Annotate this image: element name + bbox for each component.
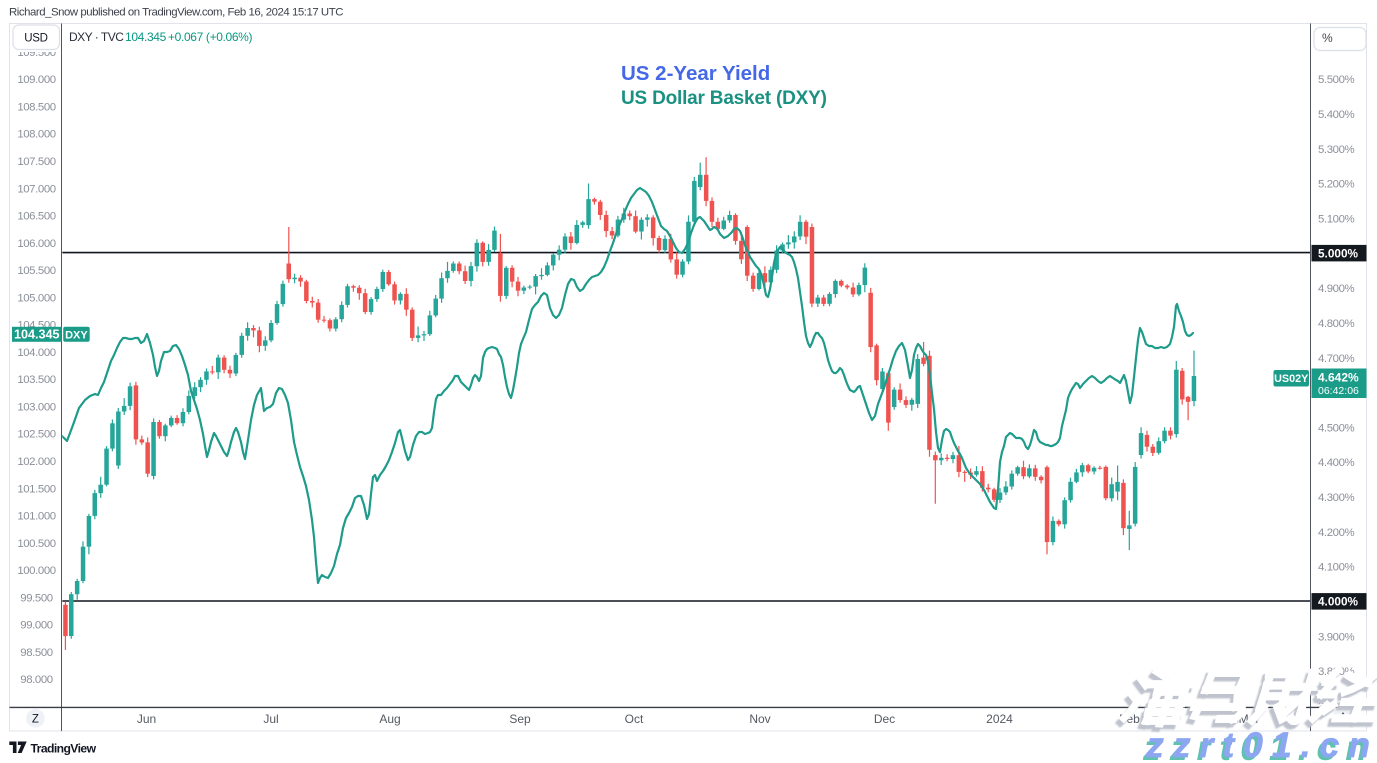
svg-text:US 2-Year Yield: US 2-Year Yield [621, 62, 770, 85]
svg-text:103.000: 103.000 [17, 402, 55, 414]
svg-text:3.900%: 3.900% [1318, 631, 1355, 643]
svg-text:109.000: 109.000 [17, 74, 55, 86]
svg-text:5.000%: 5.000% [1318, 246, 1359, 260]
svg-text:DXY: DXY [65, 329, 88, 341]
svg-text:105.000: 105.000 [17, 292, 55, 304]
svg-text:5.500%: 5.500% [1318, 74, 1355, 86]
svg-text:100.000: 100.000 [17, 565, 55, 577]
svg-text:103.500: 103.500 [17, 374, 55, 386]
svg-text:2024: 2024 [986, 712, 1013, 726]
svg-text:5.300%: 5.300% [1318, 144, 1355, 156]
svg-text:Jul: Jul [263, 712, 278, 726]
svg-text:4.000%: 4.000% [1318, 595, 1359, 609]
svg-text:Richard_Snow published on Trad: Richard_Snow published on TradingView.co… [9, 7, 343, 19]
svg-text:99.000: 99.000 [20, 620, 53, 632]
svg-text:98.500: 98.500 [20, 647, 53, 659]
svg-text:Jun: Jun [137, 712, 156, 726]
svg-text:107.500: 107.500 [17, 156, 55, 168]
svg-text:US02Y: US02Y [1274, 373, 1309, 385]
svg-text:104.000: 104.000 [17, 347, 55, 359]
svg-text:Dec: Dec [874, 712, 895, 726]
svg-text:4.700%: 4.700% [1318, 353, 1355, 365]
svg-text:zzrt01.cn: zzrt01.cn [1145, 725, 1377, 763]
svg-text:4.500%: 4.500% [1318, 422, 1355, 434]
svg-text:104.345: 104.345 [125, 30, 167, 44]
svg-text:100.500: 100.500 [17, 538, 55, 550]
svg-text:Aug: Aug [379, 712, 400, 726]
svg-text:Oct: Oct [625, 712, 644, 726]
svg-text:TradingView: TradingView [31, 742, 97, 756]
svg-text:98.000: 98.000 [20, 674, 53, 686]
svg-text:4.300%: 4.300% [1318, 492, 1355, 504]
svg-text:4.642%: 4.642% [1318, 371, 1359, 385]
svg-text:+0.067 (+0.06%): +0.067 (+0.06%) [168, 30, 253, 44]
svg-text:USD: USD [24, 33, 47, 45]
svg-text:4.400%: 4.400% [1318, 457, 1355, 469]
svg-text:4.900%: 4.900% [1318, 283, 1355, 295]
svg-text:06:42:06: 06:42:06 [1318, 385, 1359, 397]
svg-text:US Dollar Basket (DXY): US Dollar Basket (DXY) [621, 88, 827, 109]
svg-text:101.000: 101.000 [17, 511, 55, 523]
svg-text:108.000: 108.000 [17, 129, 55, 141]
svg-text:Nov: Nov [749, 712, 770, 726]
svg-text:106.000: 106.000 [17, 238, 55, 250]
svg-text:%: % [1322, 31, 1333, 45]
svg-text:104.345: 104.345 [14, 328, 60, 342]
svg-text:106.500: 106.500 [17, 211, 55, 223]
svg-text:Sep: Sep [509, 712, 531, 726]
svg-text:107.000: 107.000 [17, 183, 55, 195]
svg-text:5.400%: 5.400% [1318, 109, 1355, 121]
svg-text:5.200%: 5.200% [1318, 179, 1355, 191]
svg-text:4.200%: 4.200% [1318, 527, 1355, 539]
svg-text:zzrt01.cn: zzrt01.cn [1142, 728, 1376, 763]
svg-text:108.500: 108.500 [17, 102, 55, 114]
svg-text:4.100%: 4.100% [1318, 562, 1355, 574]
svg-text:102.500: 102.500 [17, 429, 55, 441]
svg-text:5.100%: 5.100% [1318, 214, 1355, 226]
svg-text:105.500: 105.500 [17, 265, 55, 277]
svg-text:109.500: 109.500 [17, 47, 55, 59]
svg-text:99.500: 99.500 [20, 592, 53, 604]
svg-text:102.000: 102.000 [17, 456, 55, 468]
svg-text:101.500: 101.500 [17, 483, 55, 495]
svg-text:DXY · TVC: DXY · TVC [69, 30, 124, 44]
svg-text:4.800%: 4.800% [1318, 318, 1355, 330]
svg-text:Z: Z [32, 714, 39, 726]
